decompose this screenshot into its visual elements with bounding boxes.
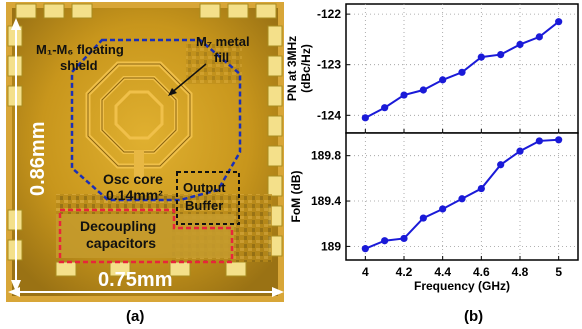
plot-frame xyxy=(345,3,579,134)
data-point xyxy=(458,68,466,76)
chip-micrograph: M₁-M₆ floating shield M₇ metal fill Osc … xyxy=(6,2,284,302)
x-tick-label: 4.6 xyxy=(473,265,490,279)
x-tick-label: 4.2 xyxy=(396,265,413,279)
fom-chart: 189 189.4 189.8 4 4.2 4.4 4.6 4.8 5 FoM (dB) Frequ… xyxy=(289,132,579,293)
shield-label-line2: shield xyxy=(60,58,98,73)
osc-core-label: Osc core xyxy=(103,171,163,187)
metal-fill-arrow xyxy=(169,63,207,95)
y-tick-label: 189.4 xyxy=(311,194,341,208)
data-point xyxy=(419,86,427,94)
y-tick-label: -123 xyxy=(317,58,341,72)
y-tick-label: -122 xyxy=(317,7,341,21)
y-tick-label: 189.8 xyxy=(311,149,341,163)
data-point xyxy=(400,234,408,243)
data-point xyxy=(361,245,369,253)
y-axis-label-line2: (dBc/Hz) xyxy=(299,44,313,93)
height-dimension: 0.86mm xyxy=(11,18,49,292)
data-point xyxy=(458,195,466,203)
y-tick-label: -124 xyxy=(317,108,341,122)
decap-outline xyxy=(58,208,234,264)
buffer-label-line1: Output xyxy=(183,180,226,195)
buffer-outline xyxy=(176,171,240,225)
osc-core-area: 0.14mm² xyxy=(106,187,163,203)
y-tick-label: 189 xyxy=(321,239,341,253)
data-point xyxy=(497,161,505,169)
x-tick-label: 5 xyxy=(555,265,562,279)
width-label: 0.75mm xyxy=(98,269,173,291)
data-point xyxy=(516,40,524,49)
data-point xyxy=(381,237,389,245)
data-point xyxy=(555,18,563,26)
y-axis-label: FoM (dB) xyxy=(289,171,303,223)
caption-a: (a) xyxy=(126,308,145,325)
data-point xyxy=(381,104,389,112)
data-point xyxy=(419,214,427,222)
data-point xyxy=(477,184,485,193)
caption-b: (b) xyxy=(464,308,484,325)
buffer-label-line2: Buffer xyxy=(185,198,223,213)
shield-outline xyxy=(70,38,242,202)
height-label: 0.86mm xyxy=(27,122,49,197)
shield-label-line1: M₁-M₆ floating xyxy=(36,42,124,57)
decap-label-line1: Decoupling xyxy=(80,218,156,234)
x-axis-label: Frequency (GHz) xyxy=(414,279,510,293)
data-point xyxy=(400,91,408,99)
decap-label-line2: capacitors xyxy=(86,235,156,251)
data-point xyxy=(497,50,505,59)
x-tick-label: 4 xyxy=(362,265,369,279)
data-point xyxy=(555,136,563,144)
data-point xyxy=(361,114,369,122)
metal-fill-label-line2: fill xyxy=(214,50,229,65)
data-point xyxy=(439,76,447,84)
pn-chart: -124 -123 -122 PN at 3MHz (dBc/Hz) xyxy=(285,3,579,134)
data-point xyxy=(535,33,543,41)
data-point xyxy=(477,53,485,61)
metal-fill-label-line1: M₇ metal xyxy=(196,34,250,49)
data-point xyxy=(535,137,543,145)
x-tick-label: 4.8 xyxy=(512,265,529,279)
y-axis-label-line1: PN at 3MHz xyxy=(285,36,299,101)
x-tick-label: 4.4 xyxy=(434,265,451,279)
data-point xyxy=(516,147,524,155)
width-dimension: 0.75mm xyxy=(8,269,284,297)
data-point xyxy=(439,205,447,213)
